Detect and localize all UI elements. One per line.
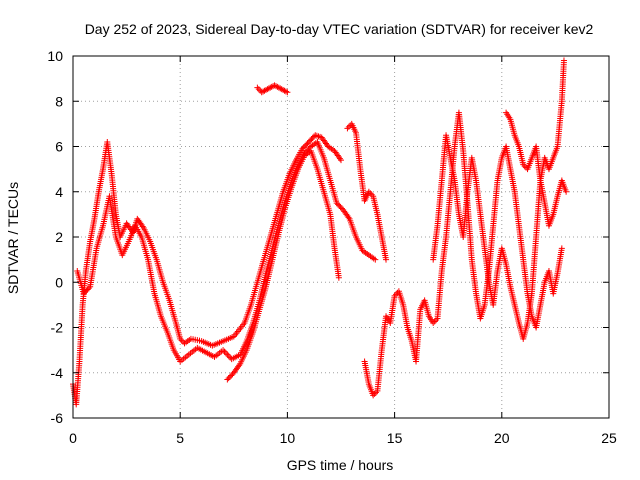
data-point xyxy=(284,89,291,96)
y-tick-label: 0 xyxy=(55,274,63,290)
data-point xyxy=(560,57,567,64)
y-tick-label: 2 xyxy=(55,229,63,245)
y-tick-label: -4 xyxy=(51,365,64,381)
data-point xyxy=(383,256,390,263)
data-point xyxy=(308,136,315,143)
data-point xyxy=(309,134,316,141)
x-axis: 0 5 10 15 20 25 xyxy=(69,56,617,446)
chart-title: Day 252 of 2023, Sidereal Day-to-day VTE… xyxy=(85,21,594,37)
data-point xyxy=(85,285,92,292)
data-point xyxy=(337,204,344,211)
data-point xyxy=(221,348,228,355)
y-tick-label: -2 xyxy=(51,320,64,336)
data-point xyxy=(224,376,231,383)
data-point xyxy=(225,375,232,382)
data-points xyxy=(70,57,570,408)
x-tick-label: 0 xyxy=(69,430,77,446)
data-point xyxy=(80,290,87,297)
y-tick-label: 10 xyxy=(47,48,63,64)
y-tick-label: 8 xyxy=(55,93,63,109)
data-point xyxy=(372,256,379,263)
y-tick-label: 6 xyxy=(55,139,63,155)
x-tick-label: 20 xyxy=(494,430,510,446)
data-point xyxy=(224,351,231,358)
data-point xyxy=(228,372,235,379)
data-point xyxy=(345,123,352,130)
data-point xyxy=(558,245,565,252)
data-point xyxy=(84,286,91,293)
data-point xyxy=(307,137,314,144)
x-axis-label: GPS time / hours xyxy=(287,457,394,473)
y-axis: -6 -4 -2 0 2 4 6 8 10 xyxy=(47,48,609,426)
data-point xyxy=(335,274,342,281)
data-point xyxy=(300,144,307,151)
data-point xyxy=(344,125,351,132)
y-axis-label: SDTVAR / TECUs xyxy=(5,182,21,294)
x-tick-label: 5 xyxy=(176,430,184,446)
data-point xyxy=(563,188,570,195)
data-point xyxy=(305,138,312,145)
data-point xyxy=(299,145,306,152)
data-point xyxy=(334,201,341,208)
data-point xyxy=(83,287,90,294)
x-tick-label: 10 xyxy=(280,430,296,446)
data-point xyxy=(338,157,344,164)
data-point xyxy=(336,202,343,209)
y-tick-label: -6 xyxy=(51,410,64,426)
data-point xyxy=(304,140,311,147)
data-point xyxy=(301,143,308,150)
y-tick-label: 4 xyxy=(55,184,63,200)
data-point xyxy=(282,88,289,95)
data-point xyxy=(226,373,233,380)
x-tick-label: 25 xyxy=(601,430,617,446)
grid xyxy=(73,56,609,418)
data-point xyxy=(82,289,89,296)
x-tick-label: 15 xyxy=(387,430,403,446)
data-point xyxy=(303,141,310,148)
data-point xyxy=(333,200,340,207)
data-point xyxy=(254,84,261,91)
